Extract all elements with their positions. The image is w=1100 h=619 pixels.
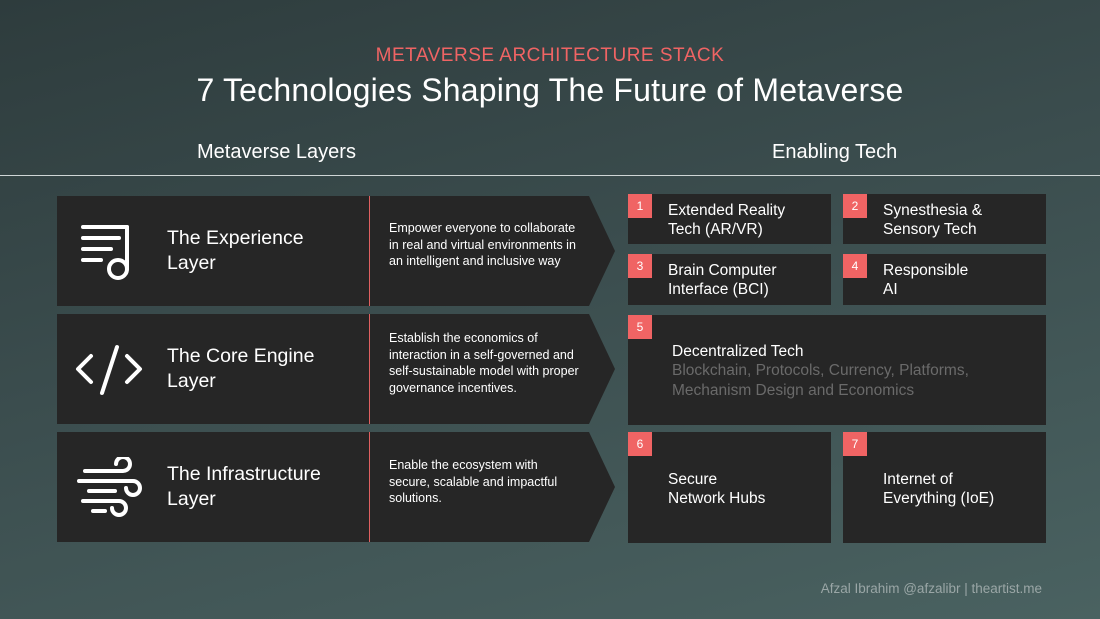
header-kicker: METAVERSE ARCHITECTURE STACK [375,45,725,66]
tech-label: Decentralized Tech [672,343,804,360]
column-heading-layers: Metaverse Layers [197,141,356,163]
page-title: 7 Technologies Shaping The Future of Met… [196,72,904,108]
tech-label: Secure Network Hubs [668,471,766,507]
tech-number-badge: 3 [628,254,652,278]
layer-name: The Experience Layer [167,227,304,274]
tech-number-badge: 5 [628,315,652,339]
tech-number-badge: 7 [843,432,867,456]
tech-internet-of-everything: 7 Internet of Everything (IoE) [843,432,1046,543]
wind-icon [75,457,143,517]
tech-label: Responsible AI [883,262,969,298]
tech-number-badge: 2 [843,194,867,218]
tech-synesthesia: 2 Synesthesia & Sensory Tech [843,194,1046,244]
layer-description: Empower everyone to collaborate in real … [389,221,576,268]
credit-line: Afzal Ibrahim @afzalibr | theartist.me [820,581,1042,596]
layer-name: The Infrastructure Layer [167,463,321,510]
layer-divider [369,432,370,542]
header-divider [0,175,1100,176]
music-note-icon [75,221,143,281]
tech-number-badge: 1 [628,194,652,218]
tech-number-badge: 6 [628,432,652,456]
tech-sublabel: Blockchain, Protocols, Currency, Platfor… [672,362,969,399]
layer-description: Establish the economics of interaction i… [389,331,579,395]
layer-infrastructure: The Infrastructure Layer Enable the ecos… [57,432,615,542]
layer-divider [369,196,370,306]
tech-label: Internet of Everything (IoE) [883,471,995,507]
tech-number-badge: 4 [843,254,867,278]
layer-description: Enable the ecosystem with secure, scalab… [389,458,558,505]
column-heading-tech: Enabling Tech [772,141,898,163]
tech-label: Extended Reality Tech (AR/VR) [668,202,786,238]
layer-divider [369,314,370,424]
layer-core-engine: The Core Engine Layer Establish the econ… [57,314,615,424]
tech-extended-reality: 1 Extended Reality Tech (AR/VR) [628,194,831,244]
tech-label: Synesthesia & Sensory Tech [883,202,983,238]
tech-decentralized: 5 Decentralized Tech Blockchain, Protoco… [628,315,1046,425]
tech-label: Brain Computer Interface (BCI) [668,262,777,298]
code-icon [75,339,143,399]
tech-secure-network-hubs: 6 Secure Network Hubs [628,432,831,543]
tech-brain-computer-interface: 3 Brain Computer Interface (BCI) [628,254,831,305]
tech-responsible-ai: 4 Responsible AI [843,254,1046,305]
layer-experience: The Experience Layer Empower everyone to… [57,196,615,306]
layer-name: The Core Engine Layer [167,345,315,392]
